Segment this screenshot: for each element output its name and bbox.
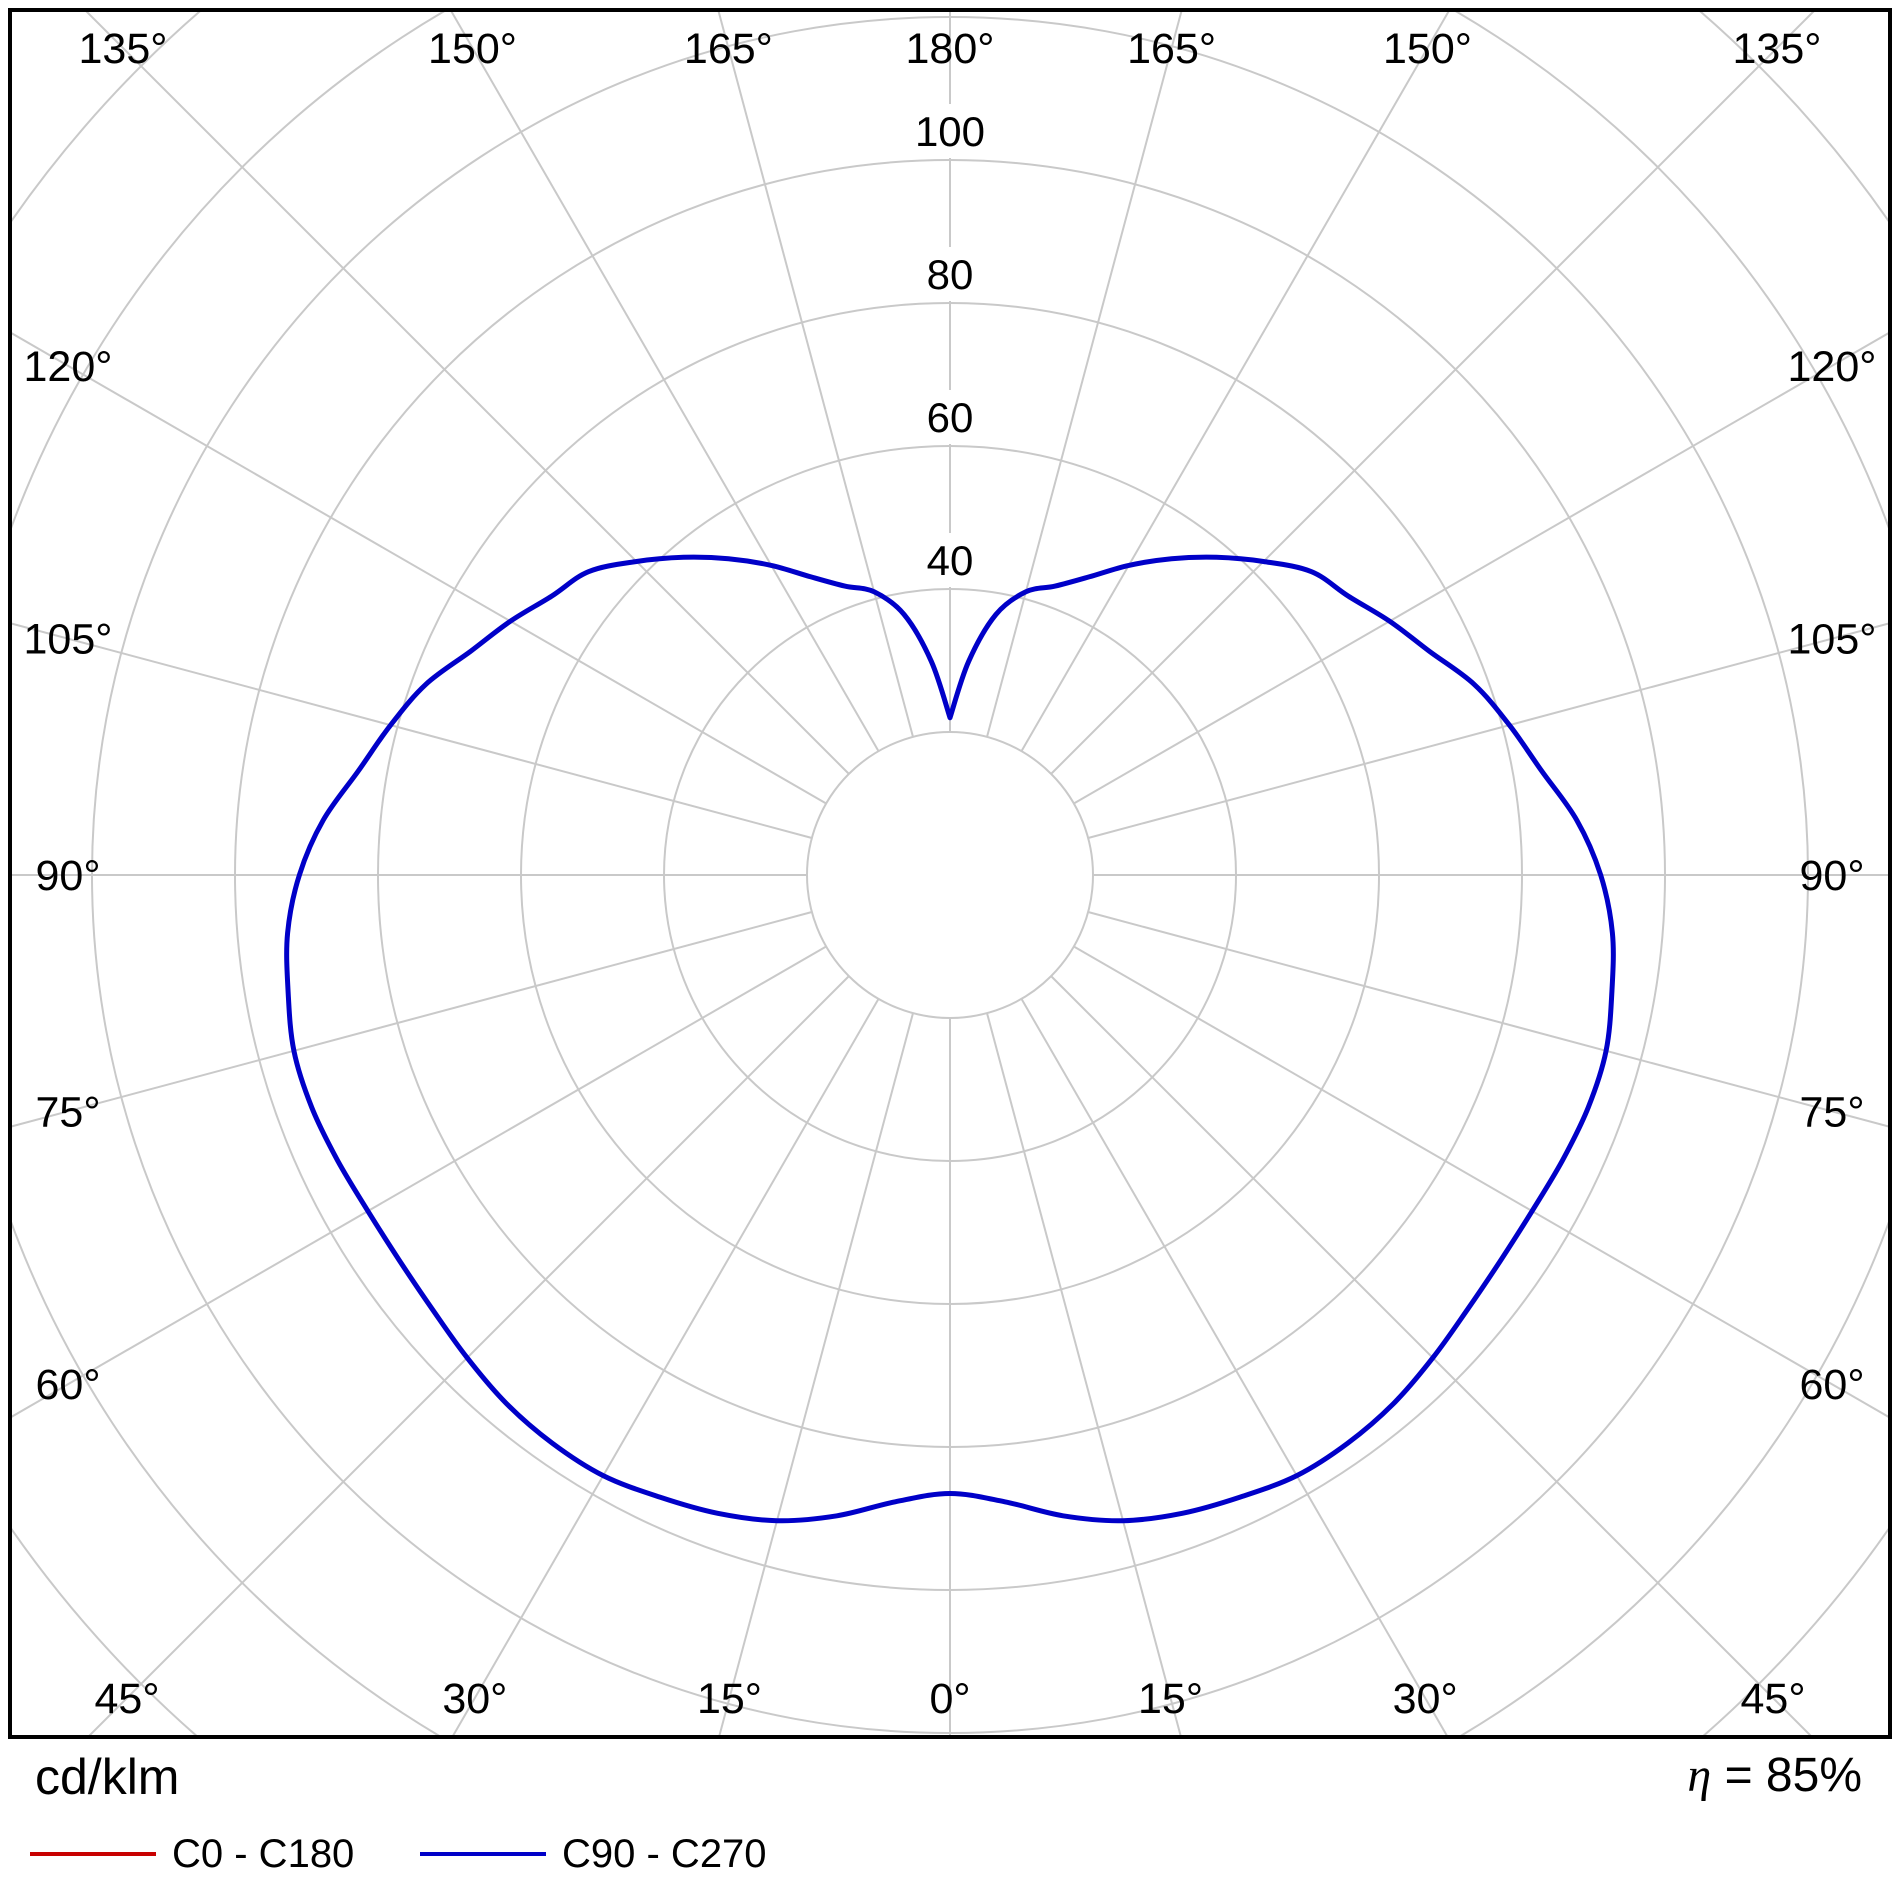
legend-label-c90-c270: C90 - C270 xyxy=(562,1831,767,1876)
polar-spoke xyxy=(12,945,827,1418)
polar-spoke xyxy=(1087,911,1888,1128)
angle-label: 15° xyxy=(1138,1675,1203,1723)
angle-label: 45° xyxy=(94,1675,159,1723)
polar-spoke xyxy=(1073,945,1888,1418)
angle-label: 150° xyxy=(428,25,517,73)
angle-label: 180° xyxy=(906,25,995,73)
angle-label: 60° xyxy=(35,1361,100,1409)
efficiency-value: = 85% xyxy=(1724,1749,1862,1802)
legend-item-c0-c180: C0 - C180 xyxy=(30,1826,354,1882)
radial-tick-label: 60 xyxy=(927,394,974,441)
angle-label: 90° xyxy=(35,852,100,900)
angle-label: 45° xyxy=(1740,1675,1805,1723)
legend-label-c0-c180: C0 - C180 xyxy=(172,1831,355,1876)
angle-label: 150° xyxy=(1383,25,1472,73)
polar-grid: 40 60 80 100 xyxy=(12,12,1888,1735)
polar-spoke xyxy=(12,622,813,839)
c0-c180-line-swatch xyxy=(30,1852,156,1856)
polar-spoke xyxy=(12,911,813,1128)
polar-spoke xyxy=(986,12,1183,738)
angle-label: 165° xyxy=(1127,25,1216,73)
polar-spoke xyxy=(986,1012,1182,1735)
angle-label: 135° xyxy=(79,25,168,73)
angle-label: 90° xyxy=(1799,852,1864,900)
angle-label: 165° xyxy=(684,25,773,73)
angle-label: 75° xyxy=(1799,1088,1864,1136)
polar-spoke xyxy=(450,12,880,752)
angle-label: 60° xyxy=(1799,1361,1864,1409)
c90-c270-line-swatch xyxy=(420,1852,546,1856)
legend: C0 - C180 C90 - C270 xyxy=(0,1826,1900,1886)
angle-label: 75° xyxy=(35,1088,100,1136)
angle-label: 15° xyxy=(697,1675,762,1723)
angle-label: 120° xyxy=(24,343,113,391)
c90-c270-curve xyxy=(284,554,1616,1524)
efficiency-label: η = 85% xyxy=(1687,1748,1862,1803)
angle-label: 135° xyxy=(1733,25,1822,73)
polar-spoke xyxy=(1050,975,1812,1735)
angle-label: 120° xyxy=(1788,343,1877,391)
polar-spoke xyxy=(1020,998,1448,1735)
legend-item-c90-c270: C90 - C270 xyxy=(420,1826,767,1882)
angle-label: 105° xyxy=(24,616,113,664)
angle-label: 0° xyxy=(929,1675,970,1723)
radial-tick-label: 80 xyxy=(927,251,974,298)
chart-frame xyxy=(8,8,1892,1739)
polar-spoke xyxy=(1073,332,1888,805)
polar-spoke xyxy=(717,12,914,738)
angle-label: 30° xyxy=(1393,1675,1458,1723)
eta-symbol: η xyxy=(1687,1749,1712,1802)
polar-spoke xyxy=(1087,622,1888,839)
polar-spoke xyxy=(1020,12,1450,752)
angle-label: 105° xyxy=(1788,616,1877,664)
polar-spoke xyxy=(452,998,880,1735)
radial-tick-label: 40 xyxy=(927,537,974,584)
radial-tick-label: 100 xyxy=(915,108,985,155)
angle-label: 30° xyxy=(442,1675,507,1723)
polar-spoke xyxy=(88,975,850,1735)
polar-spoke xyxy=(718,1012,914,1735)
polar-chart: 40 60 80 100 0° 15° 15° 30° 30° 45° 45° 60° 60° 75° 75… xyxy=(8,8,1892,1739)
units-label: cd/klm xyxy=(35,1749,180,1805)
polar-spoke xyxy=(85,12,850,775)
polar-spoke xyxy=(12,332,827,805)
polar-spoke xyxy=(1050,12,1815,775)
